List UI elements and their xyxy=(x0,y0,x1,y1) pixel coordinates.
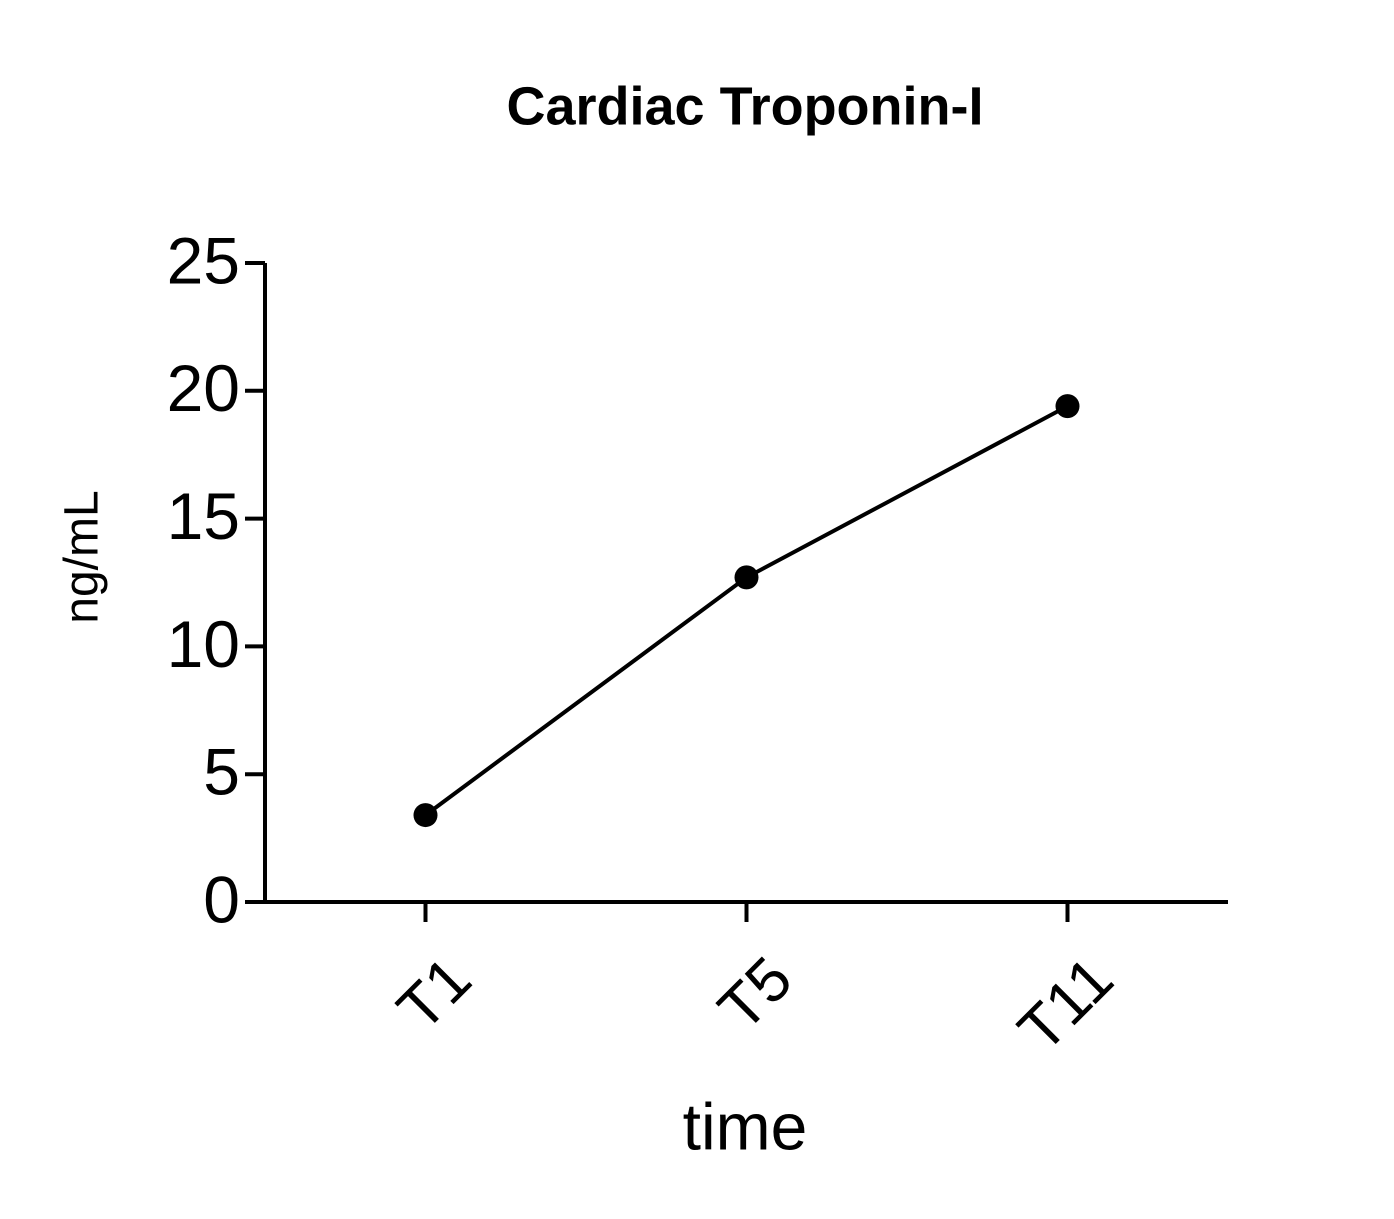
y-axis-label: ng/mL xyxy=(56,490,109,623)
x-tick-label: T1 xyxy=(385,944,485,1044)
y-tick-label: 25 xyxy=(167,223,240,297)
y-tick-label: 10 xyxy=(167,607,240,681)
x-axis-label: time xyxy=(683,1089,808,1163)
y-tick-label: 20 xyxy=(167,351,240,425)
data-point xyxy=(734,565,759,590)
data-point xyxy=(1055,394,1080,419)
data-point xyxy=(413,803,438,828)
y-tick-label: 0 xyxy=(203,862,240,936)
y-tick-label: 15 xyxy=(167,479,240,553)
x-tick-label: T11 xyxy=(1005,944,1126,1065)
x-tick-label: T5 xyxy=(706,944,806,1044)
data-line xyxy=(424,404,1069,817)
y-tick-label: 5 xyxy=(203,735,240,809)
chart-title: Cardiac Troponin-I xyxy=(506,76,983,136)
